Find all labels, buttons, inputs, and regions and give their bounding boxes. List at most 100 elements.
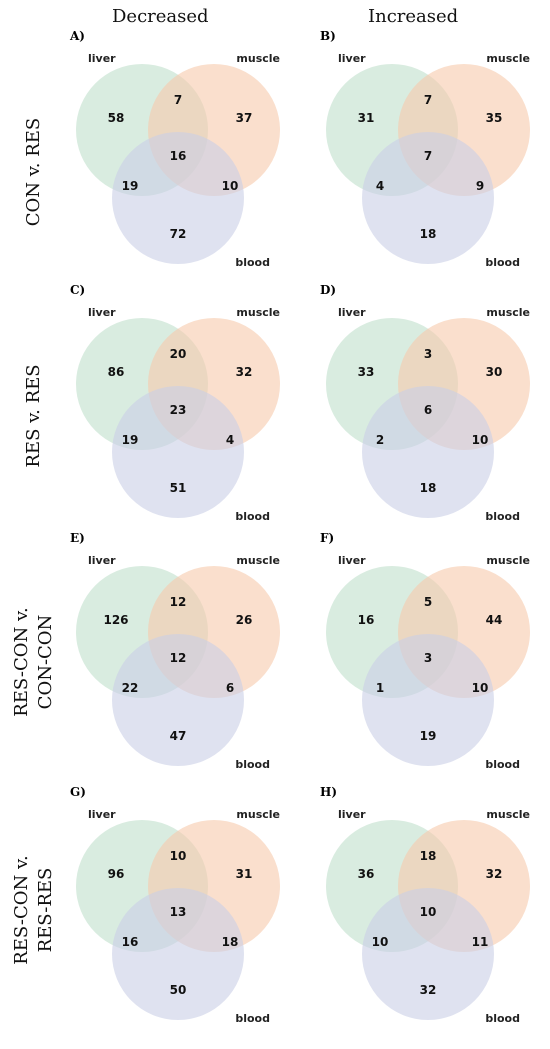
blood-only-count: 32 xyxy=(420,983,437,997)
blood-only-count: 47 xyxy=(170,729,187,743)
venn-diagram-g: G)liver muscle blood 96 10 31 13 16 18 50 xyxy=(70,785,280,1025)
panel-letter: B) xyxy=(320,29,336,43)
blood-set-circle xyxy=(362,132,494,264)
row-label-line: RES-CON v. xyxy=(11,855,32,965)
blood-only-count: 72 xyxy=(170,227,187,241)
row-label-4: RES-CON v. RES-RES xyxy=(10,815,58,1005)
row-label-3: RES-CON v. CON-CON xyxy=(10,567,58,757)
liver-only-count: 16 xyxy=(358,613,375,627)
liver-set-label: liver xyxy=(88,52,116,65)
liver-only-count: 31 xyxy=(358,111,375,125)
liver-set-label: liver xyxy=(88,306,116,319)
liver-muscle-count: 12 xyxy=(170,595,187,609)
all-three-count: 6 xyxy=(424,403,432,417)
muscle-only-count: 26 xyxy=(236,613,253,627)
liver-blood-count: 22 xyxy=(122,681,139,695)
row-label-2: RES v. RES xyxy=(22,321,46,511)
liver-blood-count: 4 xyxy=(376,179,384,193)
liver-only-count: 36 xyxy=(358,867,375,881)
blood-set-circle xyxy=(112,888,244,1020)
liver-set-label: liver xyxy=(338,306,366,319)
row-label-line: CON-CON xyxy=(35,614,56,710)
all-three-count: 16 xyxy=(170,149,187,163)
muscle-set-label: muscle xyxy=(486,52,530,65)
liver-muscle-count: 18 xyxy=(420,849,437,863)
muscle-set-label: muscle xyxy=(486,554,530,567)
blood-set-circle xyxy=(362,888,494,1020)
muscle-only-count: 30 xyxy=(486,365,503,379)
row-label-line: RES v. RES xyxy=(23,364,44,468)
panel-letter: G) xyxy=(70,785,86,799)
blood-set-circle xyxy=(112,634,244,766)
panel-letter: C) xyxy=(70,283,85,297)
all-three-count: 13 xyxy=(170,905,187,919)
liver-blood-count: 19 xyxy=(122,433,139,447)
venn-diagram-h: H)liver muscle blood 36 18 32 10 10 11 32 xyxy=(320,785,530,1025)
row-label-line: RES-RES xyxy=(35,867,56,953)
venn-diagram-e: E)liver muscle blood 126 12 26 12 22 6 47 xyxy=(70,531,280,771)
liver-only-count: 126 xyxy=(103,613,128,627)
blood-set-circle xyxy=(112,386,244,518)
muscle-blood-count: 11 xyxy=(472,935,489,949)
muscle-only-count: 44 xyxy=(486,613,503,627)
all-three-count: 3 xyxy=(424,651,432,665)
liver-muscle-count: 5 xyxy=(424,595,432,609)
muscle-blood-count: 10 xyxy=(222,179,239,193)
muscle-set-label: muscle xyxy=(236,306,280,319)
blood-set-label: blood xyxy=(485,256,520,269)
panel-letter: E) xyxy=(70,531,85,545)
all-three-count: 23 xyxy=(170,403,187,417)
liver-set-label: liver xyxy=(338,554,366,567)
muscle-set-label: muscle xyxy=(236,808,280,821)
blood-set-circle xyxy=(362,386,494,518)
muscle-blood-count: 9 xyxy=(476,179,484,193)
liver-blood-count: 2 xyxy=(376,433,384,447)
muscle-set-label: muscle xyxy=(236,554,280,567)
column-header-decreased: Decreased xyxy=(112,6,209,27)
muscle-only-count: 37 xyxy=(236,111,253,125)
liver-set-label: liver xyxy=(88,808,116,821)
blood-set-circle xyxy=(362,634,494,766)
muscle-set-label: muscle xyxy=(236,52,280,65)
blood-set-label: blood xyxy=(485,758,520,771)
blood-set-label: blood xyxy=(235,256,270,269)
liver-only-count: 58 xyxy=(108,111,125,125)
muscle-blood-count: 6 xyxy=(226,681,234,695)
liver-set-label: liver xyxy=(338,808,366,821)
all-three-count: 12 xyxy=(170,651,187,665)
liver-only-count: 96 xyxy=(108,867,125,881)
muscle-blood-count: 10 xyxy=(472,681,489,695)
muscle-set-label: muscle xyxy=(486,808,530,821)
muscle-only-count: 32 xyxy=(236,365,253,379)
venn-diagram-c: C)liver muscle blood 86 20 32 23 19 4 51 xyxy=(70,283,280,523)
venn-diagram-b: B)liver muscle blood 31 7 35 7 4 9 18 xyxy=(320,29,530,269)
row-label-line: RES-CON v. xyxy=(11,607,32,717)
panel-letter: D) xyxy=(320,283,336,297)
muscle-blood-count: 4 xyxy=(226,433,234,447)
blood-only-count: 50 xyxy=(170,983,187,997)
panel-letter: F) xyxy=(320,531,334,545)
all-three-count: 7 xyxy=(424,149,432,163)
liver-only-count: 33 xyxy=(358,365,375,379)
blood-set-label: blood xyxy=(235,510,270,523)
liver-only-count: 86 xyxy=(108,365,125,379)
liver-blood-count: 1 xyxy=(376,681,384,695)
muscle-set-label: muscle xyxy=(486,306,530,319)
panel-letter: H) xyxy=(320,785,337,799)
liver-muscle-count: 7 xyxy=(424,93,432,107)
venn-diagram-f: F) liver muscle blood 16 5 44 3 1 10 19 xyxy=(320,531,530,771)
blood-only-count: 18 xyxy=(420,481,437,495)
liver-set-label: liver xyxy=(338,52,366,65)
blood-only-count: 51 xyxy=(170,481,187,495)
blood-set-label: blood xyxy=(485,1012,520,1025)
liver-set-label: liver xyxy=(88,554,116,567)
liver-muscle-count: 10 xyxy=(170,849,187,863)
blood-set-label: blood xyxy=(235,1012,270,1025)
liver-blood-count: 10 xyxy=(372,935,389,949)
row-label-line: CON v. RES xyxy=(23,117,44,227)
liver-muscle-count: 20 xyxy=(170,347,187,361)
muscle-only-count: 35 xyxy=(486,111,503,125)
blood-only-count: 18 xyxy=(420,227,437,241)
liver-muscle-count: 3 xyxy=(424,347,432,361)
